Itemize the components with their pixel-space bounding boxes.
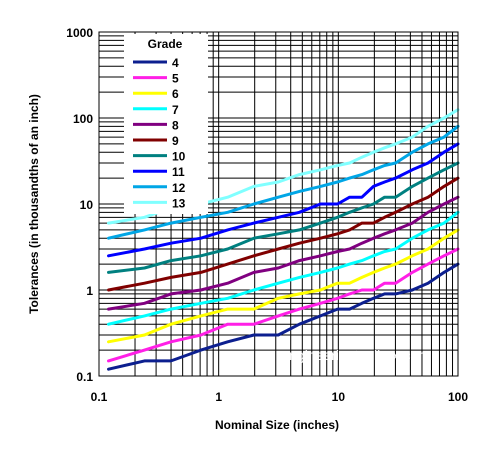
y-tick-label: 0.1 [76, 370, 93, 384]
series-line-grade-11 [107, 142, 460, 258]
series-line-grade-6 [107, 228, 460, 344]
series-line-grade-4 [107, 262, 460, 371]
x-axis-title: Nominal Size (inches) [215, 418, 339, 432]
series-line-grade-8 [107, 195, 460, 311]
series-line-grade-9 [107, 176, 460, 292]
legend-label-grade-7: 7 [172, 103, 179, 117]
x-tick-label: 0.1 [91, 390, 108, 404]
watermark: engineeringtoolbox.com [281, 347, 430, 363]
x-tick-label: 10 [332, 390, 346, 404]
legend-label-grade-13: 13 [172, 196, 186, 210]
y-tick-label: 10 [80, 198, 94, 212]
legend-label-grade-5: 5 [172, 72, 179, 86]
x-tick-label: 1 [215, 390, 222, 404]
y-tick-label: 1000 [66, 26, 93, 40]
y-axis-title: Tolerances (in thousandths of an inch) [27, 94, 41, 314]
legend-label-grade-10: 10 [172, 150, 186, 164]
series-lines [107, 108, 460, 371]
plot-frame [98, 31, 459, 377]
y-tick-label: 1 [86, 284, 93, 298]
series-line-grade-12 [107, 124, 460, 240]
legend-label-grade-11: 11 [172, 165, 185, 179]
legend-label-grade-8: 8 [172, 118, 179, 132]
legend-label-grade-9: 9 [172, 134, 179, 148]
legend-label-grade-12: 12 [172, 181, 186, 195]
x-tick-labels: 0.1 1 10 100 [91, 390, 469, 404]
series-line-grade-7 [107, 210, 460, 326]
legend-label-grade-4: 4 [172, 56, 179, 70]
series-line-grade-10 [107, 161, 460, 274]
series-line-grade-5 [107, 247, 460, 363]
x-tick-label: 100 [448, 390, 468, 404]
y-tick-label: 100 [73, 112, 93, 126]
legend-label-grade-6: 6 [172, 87, 179, 101]
legend-title: Grade [148, 37, 183, 51]
y-tick-labels: 0.1 1 10 100 1000 [66, 26, 93, 384]
